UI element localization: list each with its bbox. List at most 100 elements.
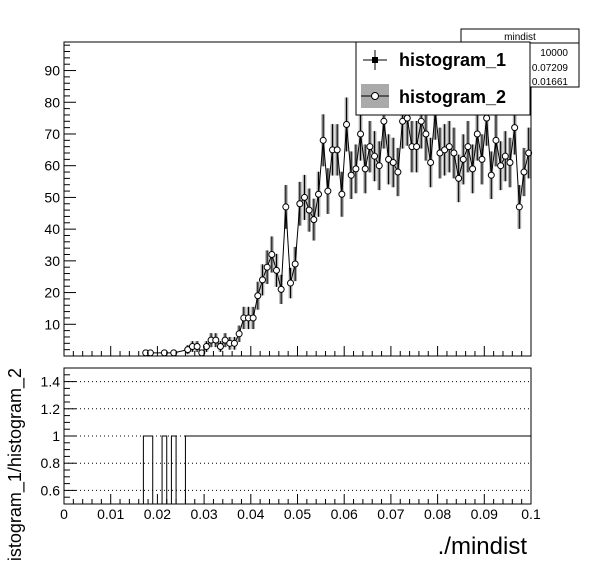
data-point-histogram-2 (469, 165, 477, 173)
data-point-histogram-2 (230, 339, 238, 347)
ratio-x-tick-label: 0.01 (97, 506, 124, 522)
ratio-x-tick-label: 0.07 (377, 506, 404, 522)
data-point-histogram-2 (216, 342, 224, 350)
legend-entry-histogram-2: histogram_2 (361, 84, 506, 108)
data-point-histogram-2 (212, 336, 220, 344)
data-point-histogram-2 (403, 114, 411, 122)
top-y-tick-label: 70 (44, 126, 60, 142)
ratio-x-tick-label: 0.08 (424, 506, 451, 522)
data-point-histogram-2 (254, 292, 262, 300)
ratio-x-tick-label: 0.05 (284, 506, 311, 522)
data-point-histogram-2 (347, 171, 355, 179)
data-point-histogram-2 (296, 200, 304, 208)
ratio-x-tick-label: 0.1 (521, 506, 541, 522)
data-point-histogram-2 (525, 149, 533, 157)
ratio-x-tick-label: 0.06 (331, 506, 358, 522)
data-point-histogram-2 (361, 165, 369, 173)
data-point-histogram-2 (221, 336, 229, 344)
data-point-histogram-2 (338, 190, 346, 198)
data-point-histogram-2 (282, 203, 290, 211)
ratio-x-tick-label: 0.03 (190, 506, 217, 522)
stats-box-title: mindist (504, 32, 536, 43)
data-point-histogram-2 (459, 155, 467, 163)
data-point-histogram-2 (301, 193, 309, 201)
top-y-tick-label: 80 (44, 94, 60, 110)
data-point-histogram-2 (263, 263, 271, 271)
ratio-plot-area: 0.6 0.8 1 1.2 1.4 0 0.01 0.02 0.03 0.04 0.05 0.06 0.… (5, 367, 541, 561)
data-point-histogram-2 (352, 165, 360, 173)
ratio-step-line (142, 435, 531, 505)
data-point-histogram-2 (399, 117, 407, 125)
ratio-y-tick-label: 1.4 (41, 374, 61, 390)
data-point-histogram-2 (515, 203, 523, 211)
top-y-tick-label: 10 (44, 316, 60, 332)
data-point-histogram-2 (394, 168, 402, 176)
data-point-histogram-2 (371, 152, 379, 160)
data-point-histogram-2 (235, 330, 243, 338)
data-point-histogram-2 (291, 260, 299, 268)
data-point-histogram-2 (417, 117, 425, 125)
ratio-x-tick-label: 0.02 (144, 506, 171, 522)
data-point-histogram-2 (310, 216, 318, 224)
data-point-histogram-2 (272, 266, 280, 274)
top-y-tick-label: 30 (44, 253, 60, 269)
data-point-histogram-2 (193, 342, 201, 350)
ratio-x-tick-label: 0 (60, 506, 68, 522)
ratio-y-tick-label: 0.6 (41, 482, 61, 498)
data-point-histogram-2 (184, 346, 192, 354)
data-point-histogram-2 (520, 168, 528, 176)
data-point-histogram-2 (445, 143, 453, 151)
data-point-histogram-2 (473, 130, 481, 138)
data-point-histogram-2 (319, 136, 327, 144)
legend: histogram_1 histogram_2 (355, 41, 531, 116)
legend-entry-histogram-1: histogram_1 (363, 50, 506, 70)
data-point-histogram-2 (441, 146, 449, 154)
top-y-tick-label: 50 (44, 189, 60, 205)
stats-box-mean-value: 0.07209 (532, 63, 569, 74)
legend-marker-histogram-2 (371, 92, 379, 100)
top-y-tick-label: 90 (44, 63, 60, 79)
y-axis-title: istogram_1/histogram_2 (5, 368, 26, 561)
data-point-histogram-2 (487, 171, 495, 179)
ratio-x-tick-label: 0.04 (237, 506, 264, 522)
data-point-histogram-2 (343, 120, 351, 128)
ratio-y-tick-label: 0.8 (41, 455, 61, 471)
data-point-histogram-2 (450, 149, 458, 157)
data-point-histogram-2 (315, 190, 323, 198)
data-point-histogram-2 (436, 149, 444, 157)
data-point-histogram-2 (380, 117, 388, 125)
ratio-x-tick-label: 0.09 (471, 506, 498, 522)
ratio-y-tick-label: 1.2 (41, 401, 61, 417)
x-axis-title: ./mindist (438, 533, 528, 560)
data-point-histogram-2 (497, 162, 505, 170)
data-point-histogram-2 (286, 279, 294, 287)
data-point-histogram-2 (357, 130, 365, 138)
data-point-histogram-2 (464, 143, 472, 151)
data-point-histogram-2 (277, 285, 285, 293)
legend-label-histogram-1: histogram_1 (399, 50, 506, 70)
data-point-histogram-2 (455, 174, 463, 182)
data-point-histogram-2 (258, 276, 266, 284)
data-point-histogram-2 (422, 130, 430, 138)
data-point-histogram-2 (333, 146, 341, 154)
data-point-histogram-2 (385, 155, 393, 163)
data-point-histogram-2 (324, 187, 332, 195)
data-point-histogram-2 (413, 143, 421, 151)
data-point-histogram-2 (483, 114, 491, 122)
data-point-histogram-2 (501, 152, 509, 160)
data-point-histogram-2 (366, 143, 374, 151)
data-point-histogram-2 (389, 159, 397, 167)
data-point-histogram-2 (305, 206, 313, 214)
top-y-tick-label: 20 (44, 285, 60, 301)
data-point-histogram-2 (202, 342, 210, 350)
data-point-histogram-2 (506, 159, 514, 167)
data-point-histogram-2 (478, 155, 486, 163)
data-point-histogram-2 (511, 124, 519, 132)
legend-marker-histogram-1 (372, 57, 378, 63)
top-y-tick-label: 40 (44, 221, 60, 237)
stats-box-entries-value: 10000 (540, 48, 568, 59)
data-point-histogram-2 (375, 162, 383, 170)
top-y-tick-label: 60 (44, 158, 60, 174)
